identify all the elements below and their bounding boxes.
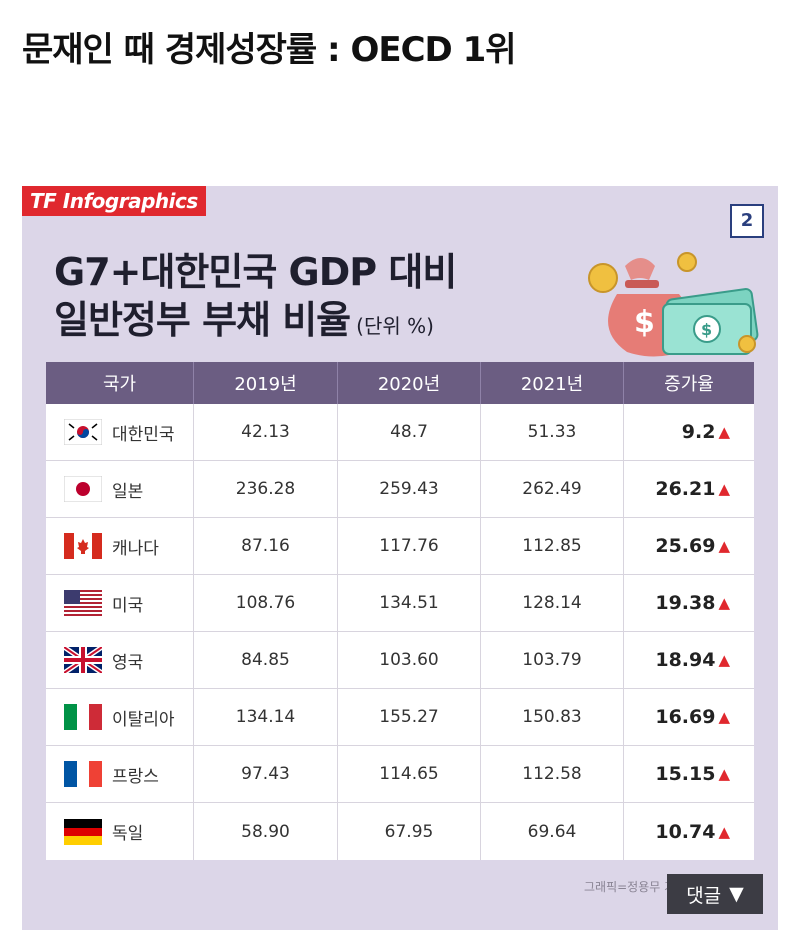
country-name: 대한민국 xyxy=(112,424,175,445)
graphic-credit: 그래픽=정용무 기자 xyxy=(584,880,687,894)
growth-value: 9.2 xyxy=(681,421,716,443)
value-2021: 262.49 xyxy=(481,461,624,517)
arrow-up-icon: ▲ xyxy=(718,480,730,498)
growth-value: 26.21 xyxy=(655,478,716,500)
value-2019: 134.14 xyxy=(194,689,338,745)
money-bag-illustration-icon: $ $ xyxy=(588,252,759,357)
value-2020: 67.95 xyxy=(338,803,481,860)
page-number-badge: 2 xyxy=(730,204,764,238)
value-2021: 51.33 xyxy=(481,404,624,460)
growth-cell: 10.74 ▲ xyxy=(624,803,754,860)
value-2019: 108.76 xyxy=(194,575,338,631)
header-2020: 2020년 xyxy=(338,362,481,404)
value-2020: 117.76 xyxy=(338,518,481,574)
growth-value: 19.38 xyxy=(655,592,716,614)
unit-label: (단위 %) xyxy=(356,314,434,338)
comment-button-label: 댓글 xyxy=(686,884,722,907)
brand-logo: TF Infographics xyxy=(22,186,206,216)
growth-value: 25.69 xyxy=(655,535,716,557)
arrow-up-icon: ▲ xyxy=(718,537,730,555)
infographic-headline: G7+대한민국 GDP 대비 일반정부 부채 비율 (단위 %) xyxy=(54,248,457,344)
arrow-up-icon: ▲ xyxy=(718,822,730,841)
table-row: 대한민국 42.13 48.7 51.33 9.2 ▲ xyxy=(46,404,754,461)
value-2020: 103.60 xyxy=(338,632,481,688)
header-2021: 2021년 xyxy=(481,362,624,404)
value-2020: 48.7 xyxy=(338,404,481,460)
usa-flag-icon xyxy=(64,590,102,616)
growth-cell: 18.94 ▲ xyxy=(624,632,754,688)
table-row: 일본 236.28 259.43 262.49 26.21 ▲ xyxy=(46,461,754,518)
arrow-up-icon: ▲ xyxy=(718,594,730,612)
value-2020: 155.27 xyxy=(338,689,481,745)
value-2020: 259.43 xyxy=(338,461,481,517)
table-row: 영국 84.85 103.60 103.79 18.94 ▲ xyxy=(46,632,754,689)
arrow-up-icon: ▲ xyxy=(718,423,730,441)
headline-line-2: 일반정부 부채 비율 xyxy=(54,298,351,342)
table-row: 캐나다 87.16 117.76 112.85 25.69 ▲ xyxy=(46,518,754,575)
debt-ratio-table: 국가 2019년 2020년 2021년 증가율 대한민국 42.13 48.7… xyxy=(46,362,754,860)
table-header: 국가 2019년 2020년 2021년 증가율 xyxy=(46,362,754,404)
growth-value: 18.94 xyxy=(655,649,716,671)
triangle-down-icon: ▼ xyxy=(729,883,744,905)
growth-value: 15.15 xyxy=(655,763,716,785)
header-country: 국가 xyxy=(46,362,194,404)
growth-cell: 26.21 ▲ xyxy=(624,461,754,517)
value-2019: 97.43 xyxy=(194,746,338,802)
value-2021: 150.83 xyxy=(481,689,624,745)
growth-value: 10.74 xyxy=(655,820,716,843)
germany-flag-icon xyxy=(64,818,102,845)
country-name: 영국 xyxy=(112,652,144,673)
header-2019: 2019년 xyxy=(194,362,338,404)
growth-value: 16.69 xyxy=(655,706,716,728)
arrow-up-icon: ▲ xyxy=(718,765,730,783)
japan-flag-icon xyxy=(64,476,102,502)
canada-flag-icon xyxy=(64,533,102,559)
value-2019: 236.28 xyxy=(194,461,338,517)
value-2020: 134.51 xyxy=(338,575,481,631)
value-2019: 84.85 xyxy=(194,632,338,688)
korea-flag-icon xyxy=(64,419,102,445)
table-row: 미국 108.76 134.51 128.14 19.38 ▲ xyxy=(46,575,754,632)
growth-cell: 25.69 ▲ xyxy=(624,518,754,574)
svg-text:$: $ xyxy=(701,320,712,339)
country-name: 독일 xyxy=(112,824,144,844)
arrow-up-icon: ▲ xyxy=(718,708,730,726)
uk-flag-icon xyxy=(64,647,102,673)
headline-line-1: G7+대한민국 GDP 대비 xyxy=(54,250,457,294)
country-name: 미국 xyxy=(112,595,144,616)
value-2019: 58.90 xyxy=(194,803,338,860)
table-row: 이탈리아 134.14 155.27 150.83 16.69 ▲ xyxy=(46,689,754,746)
value-2019: 42.13 xyxy=(194,404,338,460)
growth-cell: 16.69 ▲ xyxy=(624,689,754,745)
infographic-card: TF Infographics 2 G7+대한민국 GDP 대비 일반정부 부채… xyxy=(22,186,778,930)
table-row: 프랑스 97.43 114.65 112.58 15.15 ▲ xyxy=(46,746,754,803)
country-name: 일본 xyxy=(112,481,144,502)
header-growth: 증가율 xyxy=(664,374,714,395)
value-2019: 87.16 xyxy=(194,518,338,574)
growth-cell: 19.38 ▲ xyxy=(624,575,754,631)
country-name: 캐나다 xyxy=(112,538,159,559)
france-flag-icon xyxy=(64,761,102,787)
post-title: 문재인 때 경제성장률 : OECD 1위 xyxy=(22,30,517,70)
value-2020: 114.65 xyxy=(338,746,481,802)
country-name: 이탈리아 xyxy=(112,709,175,730)
value-2021: 128.14 xyxy=(481,575,624,631)
svg-text:$: $ xyxy=(634,305,655,340)
comment-button[interactable]: 댓글 ▼ xyxy=(667,874,763,914)
table-row: 독일 58.90 67.95 69.64 10.74 ▲ xyxy=(46,803,754,860)
value-2021: 103.79 xyxy=(481,632,624,688)
value-2021: 112.58 xyxy=(481,746,624,802)
country-name: 프랑스 xyxy=(112,766,159,787)
value-2021: 112.85 xyxy=(481,518,624,574)
arrow-up-icon: ▲ xyxy=(718,651,730,669)
italy-flag-icon xyxy=(64,704,102,730)
growth-cell: 15.15 ▲ xyxy=(624,746,754,802)
growth-cell: 9.2 ▲ xyxy=(624,404,754,460)
value-2021: 69.64 xyxy=(481,803,624,860)
